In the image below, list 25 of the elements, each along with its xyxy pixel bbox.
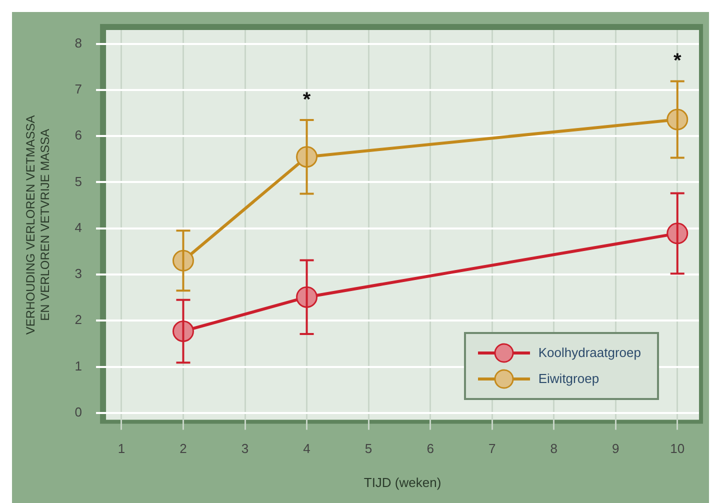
x-axis-title: TIJD (weken) [364,474,442,490]
x-tick-label: 3 [241,441,249,456]
y-tick-label: 3 [74,266,82,282]
x-tick-label: 1 [118,441,126,456]
x-tick-label: 7 [488,441,496,456]
legend-label: Koolhydraatgroep [538,345,641,360]
y-tick-label: 5 [74,174,82,189]
y-tick-label: 8 [74,35,82,50]
y-tick-label: 7 [74,82,82,97]
x-tick-label: 2 [180,441,187,456]
y-axis-title: VERHOUDING VERLOREN VETMASSA EN VERLOREN VETVRIJE MASSA [24,115,52,335]
y-tick-label: 6 [74,128,82,143]
x-tick-label: 9 [612,441,620,456]
annotation: * [302,88,311,111]
y-tick-label: 0 [74,404,82,420]
y-tick-label: 1 [74,358,82,374]
x-tick-label: 4 [303,441,310,456]
x-tick-label: 10 [670,441,685,456]
y-tick-label: 2 [74,312,82,328]
annotation: * [673,50,682,72]
x-tick-label: 8 [550,441,558,456]
y-tick-label: 4 [74,220,82,235]
legend-label: Eiwitgroep [538,371,600,386]
x-tick-label: 5 [364,441,372,456]
x-tick-label: 6 [426,441,434,456]
